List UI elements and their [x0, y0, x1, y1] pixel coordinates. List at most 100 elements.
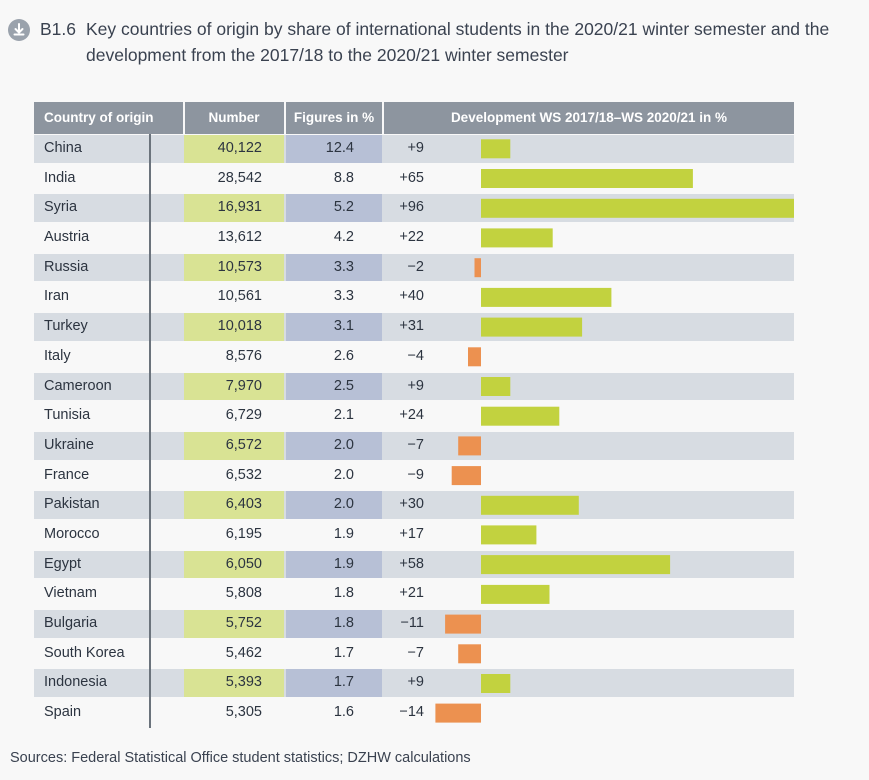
development-bar-france [451, 466, 481, 486]
percent-cell: 5.2 [333, 199, 354, 216]
percent-cell: 2.0 [333, 496, 354, 513]
number-cell: 10,561 [217, 288, 262, 305]
development-bar-morocco [481, 525, 537, 545]
country-cell: Morocco [44, 525, 100, 542]
source-note: Sources: Federal Statistical Office stud… [10, 750, 471, 766]
table-row: Russia 10,573 3.3 −2 [34, 253, 794, 283]
number-cell: 16,931 [217, 199, 262, 216]
table-row: Pakistan 6,403 2.0 +30 [34, 490, 794, 520]
development-cell: −11 [400, 615, 424, 631]
development-cell: +9 [407, 377, 424, 394]
country-cell: Italy [44, 347, 71, 364]
row-stripe [34, 431, 794, 460]
percent-cell: 12.4 [325, 140, 354, 156]
country-cell: India [44, 169, 76, 186]
number-cell: 10,573 [217, 258, 262, 275]
development-bar-turkey [481, 317, 583, 337]
country-cell: Vietnam [44, 585, 97, 602]
header-percent: Figures in % [293, 110, 375, 125]
table-row: Iran 10,561 3.3 +40 [34, 282, 794, 312]
number-cell: 5,752 [225, 615, 262, 631]
country-cell: Pakistan [44, 496, 100, 513]
development-bar-syria [481, 198, 794, 218]
row-stripe [34, 372, 794, 401]
development-cell: +17 [399, 525, 424, 542]
number-cell: 5,462 [225, 644, 262, 661]
development-cell: +96 [399, 199, 424, 216]
table-row: Italy 8,576 2.6 −4 [34, 342, 794, 372]
percent-highlight [286, 372, 382, 401]
country-cell: Indonesia [44, 674, 107, 691]
table-row: Cameroon 7,970 2.5 +9 [34, 372, 794, 402]
percent-cell: 1.9 [333, 555, 354, 572]
country-cell: Spain [44, 704, 82, 721]
table-row: Turkey 10,018 3.1 +31 [34, 312, 794, 342]
development-bar-ukraine [458, 436, 481, 456]
development-bar-bulgaria [445, 614, 481, 634]
percent-cell: 1.8 [333, 615, 354, 631]
development-cell: +30 [399, 496, 424, 513]
header-divider [382, 102, 384, 134]
country-cell: Bulgaria [44, 615, 98, 631]
number-highlight [184, 313, 284, 341]
number-cell: 6,050 [225, 555, 262, 572]
row-stripe [34, 313, 794, 341]
percent-highlight [286, 253, 382, 282]
development-bar-cameroon [481, 377, 511, 396]
development-bar-egypt [481, 555, 671, 575]
percent-cell: 1.7 [333, 674, 354, 691]
number-cell: 5,305 [225, 704, 262, 721]
development-cell: +21 [399, 585, 424, 602]
development-bar-russia [474, 258, 481, 278]
number-highlight [184, 372, 284, 401]
development-cell: +31 [399, 318, 424, 335]
number-cell: 40,122 [217, 140, 262, 156]
country-column-divider [149, 134, 151, 728]
development-bar-spain [435, 703, 481, 723]
percent-cell: 2.1 [333, 407, 354, 424]
percent-cell: 1.8 [333, 585, 354, 602]
development-bar-india [481, 169, 693, 188]
number-highlight [184, 194, 284, 223]
number-highlight [184, 431, 284, 460]
development-bar-tunisia [481, 406, 560, 426]
percent-highlight [286, 491, 382, 519]
country-cell: Austria [44, 229, 90, 246]
country-cell: Russia [44, 258, 89, 275]
number-cell: 7,970 [225, 377, 262, 394]
header-divider [183, 102, 185, 134]
number-cell: 5,808 [225, 585, 262, 602]
number-cell: 10,018 [217, 318, 262, 335]
development-cell: +9 [407, 140, 424, 156]
percent-highlight [286, 431, 382, 460]
country-cell: France [44, 466, 90, 483]
table-row: Indonesia 5,393 1.7 +9 [34, 668, 794, 698]
download-circle-icon[interactable] [8, 19, 30, 41]
header-number: Number [208, 110, 260, 125]
percent-highlight [286, 194, 382, 223]
number-cell: 6,403 [225, 496, 262, 513]
number-cell: 5,393 [225, 674, 262, 691]
development-bar-pakistan [481, 495, 579, 515]
number-highlight [184, 550, 284, 579]
table-row: Tunisia 6,729 2.1 +24 [34, 401, 794, 431]
table-row: Spain 5,305 1.6 −14 [34, 698, 794, 728]
percent-highlight [286, 135, 382, 163]
development-cell: −14 [399, 704, 424, 721]
country-cell: Ukraine [44, 436, 94, 453]
development-cell: −4 [407, 347, 424, 364]
number-highlight [184, 610, 284, 638]
number-highlight [184, 491, 284, 519]
number-highlight [184, 135, 284, 163]
percent-cell: 2.5 [333, 377, 354, 394]
number-cell: 13,612 [217, 229, 262, 246]
number-cell: 8,576 [225, 347, 262, 364]
development-bar-vietnam [481, 584, 550, 604]
development-bar-china [481, 139, 511, 159]
percent-cell: 3.3 [333, 258, 354, 275]
number-highlight [184, 669, 284, 698]
percent-cell: 2.6 [333, 347, 354, 364]
header-divider [284, 102, 286, 134]
development-cell: +9 [407, 674, 424, 691]
